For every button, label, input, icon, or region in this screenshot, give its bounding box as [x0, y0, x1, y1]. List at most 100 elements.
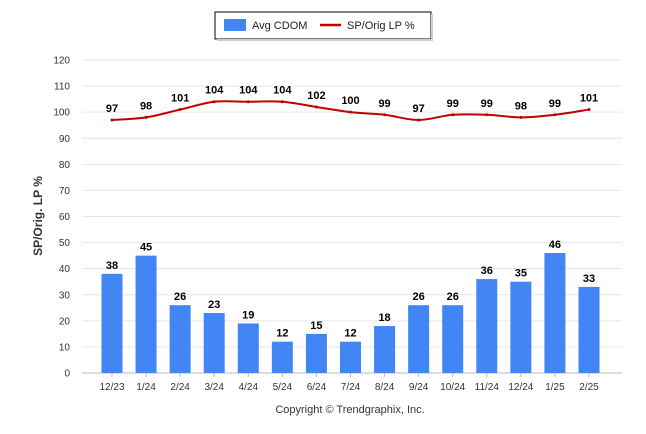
x-tick-label: 4/24	[239, 382, 259, 393]
line-point	[553, 113, 557, 117]
x-tick-label: 12/24	[508, 382, 533, 393]
bar	[271, 341, 293, 373]
bar	[101, 273, 123, 373]
bar	[169, 305, 191, 373]
y-axis-ticks: 0 10 20 30 40 50 60 70 80 90 100 110 120	[53, 56, 70, 380]
bar-data-label: 12	[276, 328, 288, 340]
bar-data-label: 19	[242, 309, 254, 321]
y-tick-label: 100	[53, 108, 70, 119]
line-data-label: 99	[378, 98, 390, 110]
y-axis-title: SP/Orig. LP %	[31, 176, 45, 256]
legend-shadow-bottom	[217, 39, 433, 41]
bar-data-label: 15	[310, 320, 322, 332]
line-data-label: 99	[481, 98, 493, 110]
y-tick-label: 10	[59, 342, 71, 353]
line-data-label: 102	[307, 90, 325, 102]
line-point	[519, 115, 523, 119]
x-tick-label: 12/23	[99, 382, 124, 393]
x-tick-label: 3/24	[204, 382, 224, 393]
line-point	[587, 108, 591, 112]
bar-data-label: 23	[208, 299, 220, 311]
y-tick-label: 110	[54, 82, 70, 93]
x-tick-label: 2/25	[579, 382, 599, 393]
x-tick-label: 8/24	[375, 382, 395, 393]
line-point	[451, 113, 455, 117]
bar	[237, 323, 259, 373]
legend: Avg CDOM SP/Orig LP %	[214, 11, 433, 41]
y-tick-label: 40	[59, 264, 71, 275]
copyright-text: Copyright © Trendgraphix, Inc.	[275, 404, 424, 416]
legend-bar-swatch	[224, 19, 246, 31]
line-data-label: 101	[580, 93, 598, 105]
line-point	[144, 115, 148, 119]
bar-data-label: 33	[583, 273, 595, 285]
y-tick-label: 50	[59, 238, 71, 249]
line-point	[110, 118, 114, 122]
bar	[578, 286, 600, 373]
y-tick-label: 0	[64, 369, 70, 380]
line-data-label: 100	[341, 95, 359, 107]
bar-data-label: 35	[515, 268, 527, 280]
x-axis-ticks: 12/23 1/24 2/24 3/24 4/24 5/24 6/24 7/24 8/24 9/2…	[99, 373, 599, 393]
y-tick-label: 70	[59, 186, 71, 197]
bar-data-label: 26	[413, 291, 425, 303]
line-point	[280, 100, 284, 104]
bar-data-label: 26	[447, 291, 459, 303]
x-tick-label: 6/24	[307, 382, 327, 393]
y-tick-label: 20	[59, 316, 71, 327]
line-data-label: 99	[447, 98, 459, 110]
legend-label-bars: Avg CDOM	[252, 20, 307, 32]
x-tick-label: 10/24	[440, 382, 465, 393]
x-tick-label: 1/24	[136, 382, 156, 393]
bar-data-label: 46	[549, 239, 561, 251]
x-tick-label: 2/24	[170, 382, 190, 393]
x-tick-label: 5/24	[273, 382, 293, 393]
line-point	[178, 108, 182, 112]
line-point	[349, 110, 352, 114]
bar-data-label: 45	[140, 242, 152, 254]
line-series	[110, 100, 591, 122]
line-data-label: 97	[106, 103, 118, 115]
line-point	[417, 118, 421, 122]
line-data-label: 104	[205, 85, 224, 97]
y-tick-label: 90	[59, 134, 71, 145]
x-tick-label: 7/24	[341, 382, 361, 393]
line-data-label: 101	[171, 93, 189, 105]
bar	[408, 305, 430, 373]
bar-data-label: 18	[378, 312, 390, 324]
data-labels: 38 45 26 23 19 12 15 12 18 26 26 36 35 46 33 97 98 101 104…	[106, 85, 598, 340]
bar-series	[101, 253, 600, 373]
line-point	[383, 113, 387, 117]
y-tick-label: 30	[59, 290, 71, 301]
bar-data-label: 38	[106, 260, 118, 272]
bar	[476, 279, 498, 373]
line-data-label: 99	[549, 98, 561, 110]
legend-label-line: SP/Orig LP %	[347, 20, 415, 32]
line-data-label: 104	[273, 85, 292, 97]
line-point	[246, 100, 250, 104]
bar-data-label: 12	[344, 328, 356, 340]
legend-shadow-right	[431, 14, 433, 41]
line-point	[212, 100, 216, 104]
bar	[544, 253, 566, 373]
line-data-label: 98	[515, 100, 527, 112]
line-data-label: 98	[140, 100, 152, 112]
x-tick-label: 9/24	[409, 382, 429, 393]
x-tick-label: 11/24	[475, 382, 500, 393]
bar	[305, 333, 327, 373]
bar	[340, 341, 361, 373]
bar	[135, 255, 157, 373]
bar-data-label: 26	[174, 291, 186, 303]
line-data-label: 97	[413, 103, 425, 115]
bar	[203, 313, 225, 373]
bar	[374, 326, 396, 373]
y-tick-label: 60	[59, 212, 71, 223]
y-tick-label: 120	[53, 56, 70, 67]
bar-data-label: 36	[481, 265, 493, 277]
line-point	[314, 105, 318, 109]
bar	[442, 305, 464, 373]
bar	[510, 281, 532, 373]
x-tick-label: 1/25	[545, 382, 565, 393]
